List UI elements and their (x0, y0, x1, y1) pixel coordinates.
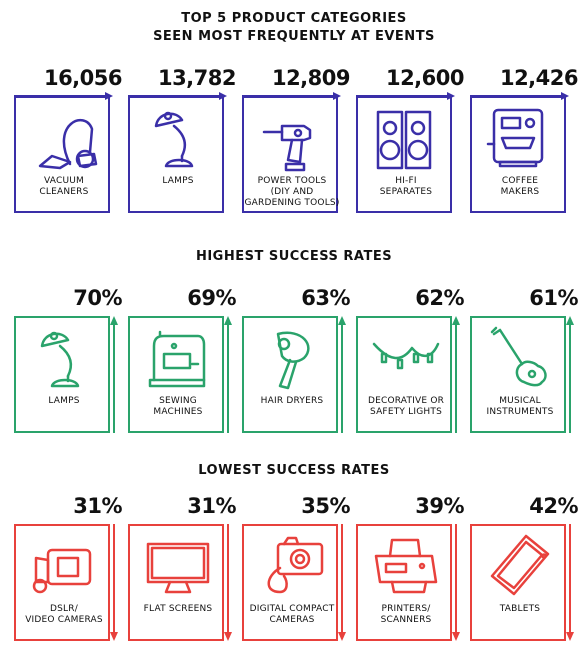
category-box: FLAT SCREENS (128, 524, 224, 641)
desk-lamp-icon (154, 111, 194, 168)
lowest-success-section: 31% DSLR/ VIDEO CAMERAS 31% FLAT SCREENS 35%… (0, 494, 588, 654)
compact-camera-icon (267, 536, 324, 594)
power-drill-icon (262, 124, 312, 172)
category-label: PRINTERS/ SCANNERS (380, 604, 432, 625)
category-box: HAIR DRYERS (242, 316, 338, 433)
category-card: 35% DIGITAL COMPACT CAMERAS (242, 494, 350, 654)
category-card: 69% SEWING MACHINES (128, 286, 236, 446)
category-card: 61% MUSICAL INSTRUMENTS (470, 286, 578, 446)
category-card: 12,426 COFFEE MAKERS (470, 66, 579, 226)
category-box: MUSICAL INSTRUMENTS (470, 316, 566, 433)
arrow-down-icon (110, 524, 118, 641)
category-value: 69% (187, 286, 236, 310)
sewing-machine-icon (148, 330, 206, 388)
tablet-icon (490, 534, 550, 596)
vacuum-cleaner-icon (38, 118, 98, 170)
arrow-right-icon (470, 92, 569, 100)
arrow-down-icon (224, 524, 232, 641)
category-label: MUSICAL INSTRUMENTS (486, 396, 554, 417)
category-label: VACUUM CLEANERS (39, 176, 89, 197)
category-label: SEWING MACHINES (153, 396, 203, 417)
category-card: 62% DECORATIVE OR SAFETY LIGHTS (356, 286, 464, 446)
category-value: 12,600 (385, 66, 465, 90)
section-title-lowest-success: LOWEST SUCCESS RATES (198, 463, 390, 478)
category-card: 12,809 POWER TOOLS (DIY AND GARDENING TOO… (242, 66, 351, 226)
category-label: DECORATIVE OR SAFETY LIGHTS (367, 396, 445, 417)
category-box: LAMPS (14, 316, 110, 433)
arrow-down-icon (338, 524, 346, 641)
category-box: HI-FI SEPARATES (356, 96, 452, 213)
category-card: 31% DSLR/ VIDEO CAMERAS (14, 494, 122, 654)
arrow-up-icon (338, 316, 346, 433)
category-label: LAMPS (162, 176, 194, 186)
arrow-right-icon (128, 92, 227, 100)
category-box: DSLR/ VIDEO CAMERAS (14, 524, 110, 641)
category-value: 42% (529, 494, 578, 518)
arrow-right-icon (242, 92, 341, 100)
speakers-icon (376, 110, 432, 170)
hair-dryer-icon (276, 331, 310, 390)
category-label: DIGITAL COMPACT CAMERAS (249, 604, 335, 625)
category-box: DIGITAL COMPACT CAMERAS (242, 524, 338, 641)
category-box: TABLETS (470, 524, 566, 641)
arrow-up-icon (110, 316, 118, 433)
category-label: HAIR DRYERS (260, 396, 324, 406)
arrow-up-icon (566, 316, 574, 433)
arrow-right-icon (356, 92, 455, 100)
top-categories-section: 16,056 VACUUM CLEANERS 13,782 LAMPS 12,809 PO… (0, 66, 588, 226)
coffee-machine-icon (486, 108, 544, 168)
category-value: 62% (415, 286, 464, 310)
category-card: 70% LAMPS (14, 286, 122, 446)
printer-scanner-icon (374, 538, 438, 594)
category-card: 63% HAIR DRYERS (242, 286, 350, 446)
category-box: SEWING MACHINES (128, 316, 224, 433)
category-card: 13,782 LAMPS (128, 66, 237, 226)
category-value: 39% (415, 494, 464, 518)
category-value: 16,056 (43, 66, 123, 90)
category-label: COFFEE MAKERS (500, 176, 540, 197)
category-value: 31% (187, 494, 236, 518)
category-card: 12,600 HI-FI SEPARATES (356, 66, 465, 226)
desk-lamp-icon (40, 331, 80, 388)
category-value: 12,426 (499, 66, 579, 90)
highest-success-section: 70% LAMPS 69% SEWING MACHINES 63% HAIR DRYERS… (0, 286, 588, 446)
category-box: COFFEE MAKERS (470, 96, 566, 213)
category-value: 63% (301, 286, 350, 310)
category-value: 70% (73, 286, 122, 310)
category-card: 31% FLAT SCREENS (128, 494, 236, 654)
category-box: POWER TOOLS (DIY AND GARDENING TOOLS) (242, 96, 340, 213)
category-value: 61% (529, 286, 578, 310)
category-value: 13,782 (157, 66, 237, 90)
category-label: LAMPS (48, 396, 80, 406)
category-label: HI-FI SEPARATES (379, 176, 433, 197)
section-title-top-categories: TOP 5 PRODUCT CATEGORIES SEEN MOST FREQU… (153, 11, 435, 44)
video-camera-icon (32, 548, 92, 594)
category-box: LAMPS (128, 96, 224, 213)
category-card: 39% PRINTERS/ SCANNERS (356, 494, 464, 654)
category-card: 16,056 VACUUM CLEANERS (14, 66, 123, 226)
arrow-up-icon (224, 316, 232, 433)
arrow-down-icon (452, 524, 460, 641)
category-label: POWER TOOLS (DIY AND GARDENING TOOLS) (244, 176, 340, 208)
flat-screen-tv-icon (146, 542, 210, 594)
guitar-icon (490, 326, 547, 387)
category-box: DECORATIVE OR SAFETY LIGHTS (356, 316, 452, 433)
string-lights-icon (372, 342, 440, 370)
category-card: 42% TABLETS (470, 494, 578, 654)
arrow-down-icon (566, 524, 574, 641)
category-box: VACUUM CLEANERS (14, 96, 110, 213)
category-value: 31% (73, 494, 122, 518)
arrow-up-icon (452, 316, 460, 433)
section-title-highest-success: HIGHEST SUCCESS RATES (195, 249, 393, 264)
category-label: TABLETS (499, 604, 541, 614)
arrow-right-icon (14, 92, 113, 100)
category-value: 12,809 (271, 66, 351, 90)
category-value: 35% (301, 494, 350, 518)
category-box: PRINTERS/ SCANNERS (356, 524, 452, 641)
category-label: DSLR/ VIDEO CAMERAS (25, 604, 103, 625)
category-label: FLAT SCREENS (143, 604, 213, 614)
